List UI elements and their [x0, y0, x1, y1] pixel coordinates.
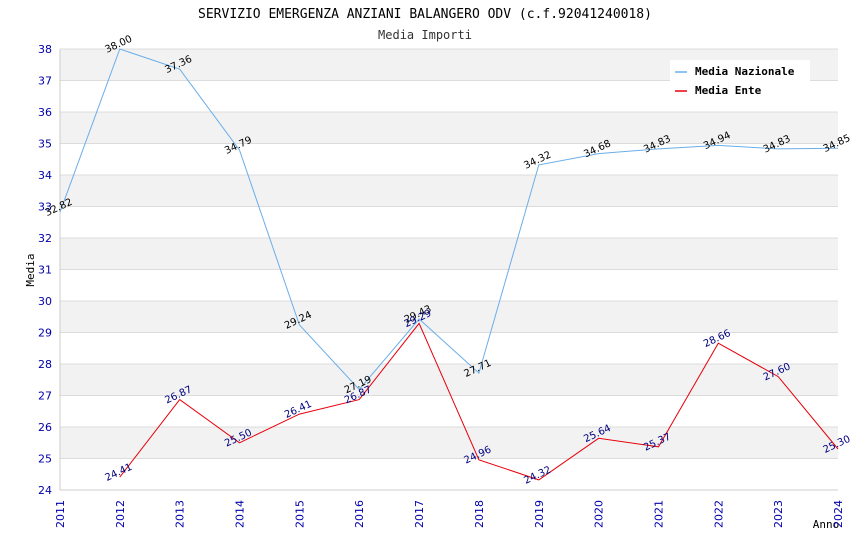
- grid-band: [60, 301, 838, 333]
- legend-label-media-nazionale: Media Nazionale: [695, 65, 795, 78]
- y-tick-label: 28: [38, 358, 52, 371]
- y-tick-label: 37: [38, 75, 52, 88]
- y-tick-label: 27: [38, 390, 52, 403]
- y-tick-label: 31: [38, 264, 52, 277]
- chart-title: SERVIZIO EMERGENZA ANZIANI BALANGERO ODV…: [198, 7, 652, 22]
- x-tick-label: 2022: [712, 500, 725, 528]
- y-tick-label: 29: [38, 327, 52, 340]
- x-axis-ticks: 2011 2012 2013 2014 2015 2016 2017 2018 2019 2020…: [54, 500, 845, 528]
- y-tick-label: 32: [38, 232, 52, 245]
- y-tick-label: 38: [38, 43, 52, 56]
- data-label-media-ente: 26.41: [283, 399, 314, 421]
- chart-subtitle: Media Importi: [378, 28, 472, 42]
- y-tick-label: 35: [38, 138, 52, 151]
- x-tick-label: 2021: [652, 500, 665, 528]
- data-label-media-ente: 24.32: [522, 465, 553, 487]
- series-line-media-ente: [119, 322, 839, 481]
- series-line-media-nazionale: [59, 48, 839, 391]
- legend: Media Nazionale Media Ente: [670, 60, 810, 102]
- data-label-media-ente: 24.41: [103, 462, 134, 484]
- grid-band: [60, 364, 838, 396]
- x-tick-label: 2017: [413, 500, 426, 528]
- y-tick-label: 26: [38, 421, 52, 434]
- x-tick-label: 2016: [353, 500, 366, 528]
- grid-lines: [59, 48, 838, 491]
- x-tick-label: 2019: [533, 500, 546, 528]
- legend-box: [670, 60, 810, 102]
- grid-band: [60, 175, 838, 207]
- plot-background-bands: [60, 49, 838, 459]
- x-tick-label: 2015: [293, 500, 306, 528]
- grid-band: [60, 427, 838, 459]
- y-tick-label: 33: [38, 201, 52, 214]
- x-tick-label: 2014: [234, 500, 247, 528]
- x-tick-label: 2020: [593, 500, 606, 528]
- x-tick-label: 2012: [114, 500, 127, 528]
- x-tick-label: 2013: [174, 500, 187, 528]
- x-tick-label: 2018: [473, 500, 486, 528]
- x-axis-title: Anno: [813, 518, 840, 531]
- x-tick-label: 2024: [832, 500, 845, 528]
- series-lines: [59, 48, 839, 481]
- grid-band: [60, 112, 838, 144]
- y-tick-label: 25: [38, 453, 52, 466]
- y-axis-ticks: 24 25 26 27 28 29 30 31 32 33 34 35 36 37 38: [38, 43, 52, 497]
- x-tick-label: 2011: [54, 500, 67, 528]
- y-tick-label: 36: [38, 106, 52, 119]
- y-tick-label: 30: [38, 295, 52, 308]
- y-axis-title: Media: [24, 253, 37, 286]
- legend-label-media-ente: Media Ente: [695, 84, 762, 97]
- grid-band: [60, 238, 838, 270]
- x-tick-label: 2023: [772, 500, 785, 528]
- y-tick-label: 34: [38, 169, 52, 182]
- y-tick-label: 24: [38, 484, 52, 497]
